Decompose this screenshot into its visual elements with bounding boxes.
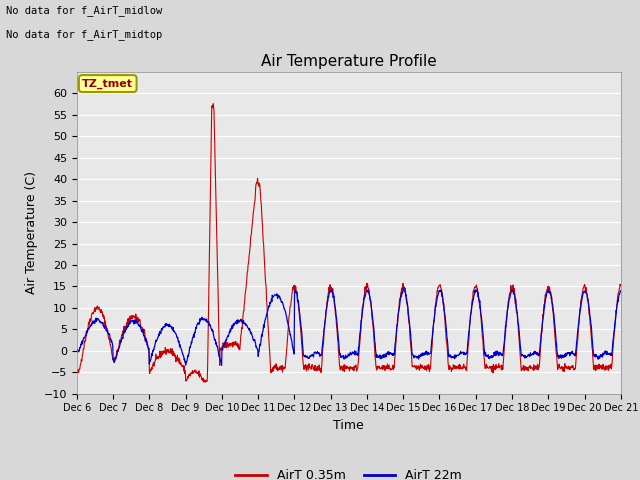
Text: TZ_tmet: TZ_tmet	[82, 78, 133, 89]
X-axis label: Time: Time	[333, 419, 364, 432]
Y-axis label: Air Temperature (C): Air Temperature (C)	[25, 171, 38, 294]
Title: Air Temperature Profile: Air Temperature Profile	[261, 54, 436, 70]
Legend: AirT 0.35m, AirT 22m: AirT 0.35m, AirT 22m	[230, 464, 467, 480]
Text: No data for f_AirT_midlow: No data for f_AirT_midlow	[6, 5, 163, 16]
Text: No data for f_AirT_midtop: No data for f_AirT_midtop	[6, 29, 163, 40]
